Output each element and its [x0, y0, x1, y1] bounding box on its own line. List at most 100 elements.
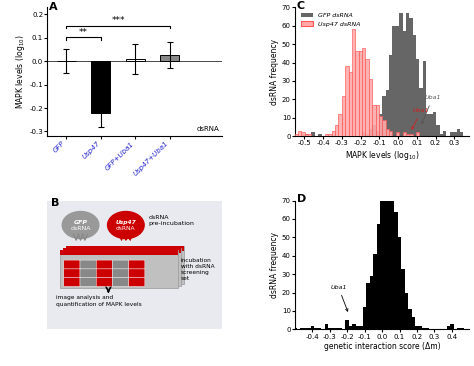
Y-axis label: MAPK levels (log$_{10}$): MAPK levels (log$_{10}$)	[14, 34, 27, 109]
Bar	[429, 114, 433, 136]
Bar	[416, 132, 419, 136]
Bar	[359, 52, 362, 136]
Bar	[366, 283, 370, 329]
Bar	[363, 307, 366, 329]
Text: quantification of MAPK levels: quantification of MAPK levels	[56, 302, 142, 307]
FancyBboxPatch shape	[60, 250, 178, 255]
Bar	[305, 134, 308, 136]
FancyBboxPatch shape	[64, 269, 80, 277]
Bar	[408, 309, 412, 329]
X-axis label: MAPK levels (log$_{10}$): MAPK levels (log$_{10}$)	[345, 149, 419, 162]
Bar	[402, 31, 406, 136]
Bar	[362, 132, 365, 136]
Bar	[301, 134, 305, 136]
FancyBboxPatch shape	[80, 269, 96, 277]
Bar	[402, 132, 406, 136]
Bar	[377, 224, 380, 329]
Bar	[369, 79, 372, 136]
Bar	[346, 320, 349, 329]
Bar	[398, 238, 401, 329]
Bar	[389, 131, 392, 136]
Bar	[365, 59, 369, 136]
Bar	[450, 324, 454, 329]
Bar	[415, 326, 419, 329]
Bar	[298, 131, 301, 136]
Bar	[372, 105, 375, 136]
Bar	[440, 134, 443, 136]
Bar	[384, 145, 387, 329]
Bar	[436, 125, 440, 136]
Bar	[372, 125, 375, 136]
Bar	[383, 96, 386, 136]
FancyBboxPatch shape	[47, 201, 222, 329]
FancyBboxPatch shape	[63, 248, 181, 253]
Bar	[332, 131, 335, 136]
Bar	[301, 132, 305, 136]
Bar	[396, 26, 399, 136]
FancyBboxPatch shape	[96, 269, 112, 277]
Bar	[294, 134, 298, 136]
Bar	[353, 324, 356, 329]
Bar	[379, 114, 383, 136]
Y-axis label: dsRNA frequency: dsRNA frequency	[270, 39, 279, 105]
Legend: GFP dsRNA, Usp47 dsRNA: GFP dsRNA, Usp47 dsRNA	[298, 11, 363, 29]
Bar	[422, 328, 426, 329]
Text: Uba1: Uba1	[412, 108, 429, 129]
Bar	[461, 328, 464, 329]
Bar	[365, 134, 369, 136]
Text: Uba1: Uba1	[422, 95, 441, 123]
Text: ***: ***	[111, 16, 125, 25]
Text: dsRNA: dsRNA	[70, 226, 91, 231]
Bar	[375, 131, 379, 136]
Bar	[335, 125, 338, 136]
Bar	[386, 129, 389, 136]
Bar	[380, 171, 384, 329]
Bar	[426, 328, 429, 329]
Bar	[314, 328, 318, 329]
Bar	[375, 105, 379, 136]
Bar	[396, 132, 399, 136]
Bar	[342, 96, 345, 136]
Text: GFP: GFP	[73, 220, 88, 225]
Bar	[399, 13, 402, 136]
Bar	[447, 326, 450, 329]
Bar	[379, 116, 383, 136]
Bar	[305, 134, 308, 136]
FancyBboxPatch shape	[112, 269, 128, 277]
Bar	[369, 129, 372, 136]
Bar	[383, 120, 386, 136]
Bar	[416, 59, 419, 136]
Bar	[374, 254, 377, 329]
Bar	[401, 269, 405, 329]
Text: image analysis and: image analysis and	[56, 295, 113, 300]
Text: Uba1: Uba1	[330, 285, 348, 311]
FancyBboxPatch shape	[128, 260, 145, 269]
Bar	[331, 328, 335, 329]
Bar	[412, 317, 415, 329]
Bar	[406, 134, 409, 136]
Bar	[307, 328, 310, 329]
Text: C: C	[297, 1, 305, 11]
Bar	[394, 212, 398, 329]
Text: screening: screening	[181, 270, 210, 275]
Bar	[426, 114, 429, 136]
Text: B: B	[51, 198, 59, 208]
Text: pre-incubation: pre-incubation	[148, 221, 194, 226]
FancyBboxPatch shape	[80, 260, 96, 269]
Bar	[423, 61, 426, 136]
Bar	[413, 35, 416, 136]
Bar	[392, 26, 396, 136]
Bar	[419, 88, 423, 136]
Bar	[318, 328, 321, 329]
Bar	[359, 326, 363, 329]
Bar	[362, 48, 365, 136]
Bar	[387, 197, 391, 329]
Bar	[300, 328, 304, 329]
Bar	[325, 324, 328, 329]
Bar	[389, 55, 392, 136]
Bar	[386, 90, 389, 136]
Bar	[443, 131, 447, 136]
Bar	[325, 134, 328, 136]
Bar	[328, 328, 331, 329]
Bar	[356, 52, 359, 136]
